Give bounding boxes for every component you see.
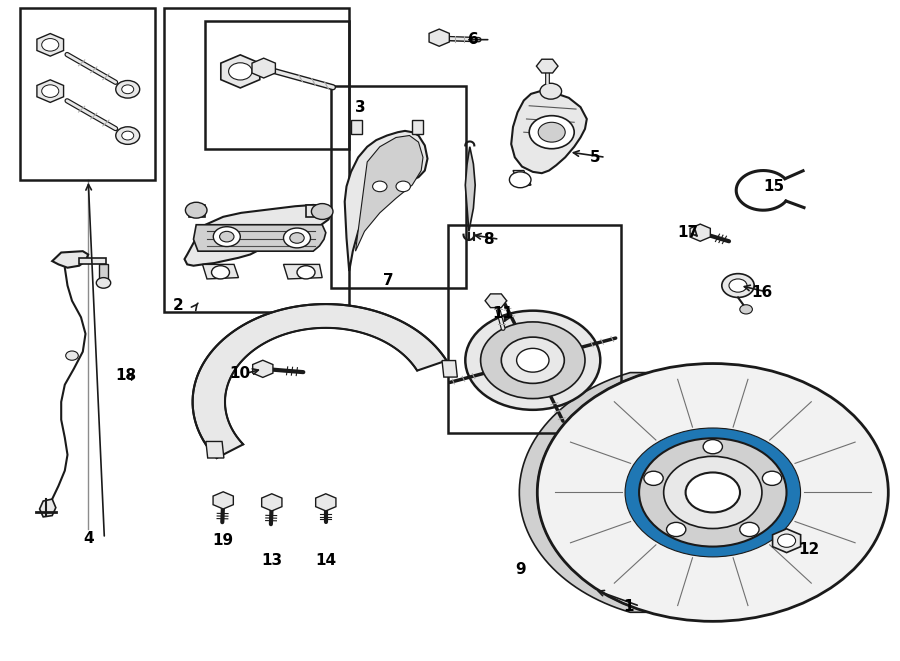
Polygon shape bbox=[356, 136, 423, 251]
Circle shape bbox=[517, 348, 549, 372]
Polygon shape bbox=[306, 205, 324, 217]
Bar bbox=[331, 86, 466, 288]
Text: 17: 17 bbox=[678, 225, 698, 240]
Circle shape bbox=[686, 473, 740, 512]
Text: 18: 18 bbox=[115, 368, 136, 383]
Polygon shape bbox=[37, 80, 64, 102]
Circle shape bbox=[41, 38, 58, 51]
Polygon shape bbox=[220, 55, 260, 88]
Polygon shape bbox=[536, 59, 558, 73]
Bar bbox=[205, 21, 349, 149]
Circle shape bbox=[644, 471, 663, 485]
Circle shape bbox=[220, 231, 234, 242]
Circle shape bbox=[529, 116, 574, 149]
Polygon shape bbox=[99, 264, 108, 281]
Circle shape bbox=[122, 131, 134, 140]
Text: 9: 9 bbox=[515, 563, 526, 577]
Polygon shape bbox=[442, 360, 457, 377]
Text: 1: 1 bbox=[624, 599, 634, 613]
Circle shape bbox=[116, 127, 140, 144]
Polygon shape bbox=[316, 494, 336, 511]
Circle shape bbox=[96, 278, 111, 288]
Polygon shape bbox=[184, 205, 331, 266]
Text: 10: 10 bbox=[230, 366, 250, 381]
Circle shape bbox=[297, 266, 315, 279]
Circle shape bbox=[740, 522, 759, 537]
Polygon shape bbox=[262, 494, 282, 511]
Text: 19: 19 bbox=[212, 533, 234, 548]
Circle shape bbox=[122, 85, 134, 94]
Polygon shape bbox=[412, 120, 423, 134]
Polygon shape bbox=[193, 304, 446, 458]
Polygon shape bbox=[429, 29, 449, 46]
Text: 16: 16 bbox=[752, 285, 773, 299]
Bar bbox=[20, 8, 155, 180]
Circle shape bbox=[639, 438, 787, 547]
Text: 11: 11 bbox=[492, 307, 513, 321]
Circle shape bbox=[538, 122, 565, 142]
Text: 4: 4 bbox=[83, 531, 94, 546]
Circle shape bbox=[740, 305, 752, 314]
Text: 13: 13 bbox=[261, 553, 283, 568]
Polygon shape bbox=[213, 492, 233, 509]
Polygon shape bbox=[40, 499, 56, 517]
Polygon shape bbox=[485, 294, 507, 307]
Circle shape bbox=[373, 181, 387, 192]
Circle shape bbox=[213, 227, 240, 247]
Bar bbox=[448, 225, 621, 433]
Circle shape bbox=[540, 83, 562, 99]
Polygon shape bbox=[37, 34, 64, 56]
Text: 6: 6 bbox=[468, 32, 479, 47]
Polygon shape bbox=[202, 264, 238, 279]
Text: 3: 3 bbox=[356, 100, 366, 114]
Polygon shape bbox=[189, 205, 205, 217]
Polygon shape bbox=[351, 120, 362, 134]
Polygon shape bbox=[79, 258, 106, 264]
Circle shape bbox=[537, 364, 888, 621]
Circle shape bbox=[778, 534, 796, 547]
Circle shape bbox=[626, 428, 801, 557]
Circle shape bbox=[663, 456, 762, 529]
Bar bbox=[164, 8, 349, 312]
Polygon shape bbox=[690, 224, 710, 241]
Circle shape bbox=[762, 471, 782, 485]
Polygon shape bbox=[284, 264, 322, 279]
Polygon shape bbox=[194, 225, 326, 251]
Text: 15: 15 bbox=[763, 179, 784, 194]
Circle shape bbox=[116, 81, 140, 98]
Circle shape bbox=[729, 279, 747, 292]
Circle shape bbox=[185, 202, 207, 218]
Polygon shape bbox=[206, 442, 224, 458]
Circle shape bbox=[396, 181, 410, 192]
Circle shape bbox=[311, 204, 333, 219]
Circle shape bbox=[501, 337, 564, 383]
Circle shape bbox=[703, 440, 723, 453]
Polygon shape bbox=[772, 529, 801, 553]
Polygon shape bbox=[511, 91, 587, 173]
Circle shape bbox=[229, 63, 252, 80]
Polygon shape bbox=[252, 58, 275, 78]
Text: 5: 5 bbox=[590, 150, 600, 165]
Polygon shape bbox=[52, 251, 88, 268]
Polygon shape bbox=[253, 360, 273, 377]
Text: 7: 7 bbox=[383, 274, 394, 288]
Circle shape bbox=[284, 228, 310, 248]
Polygon shape bbox=[465, 147, 475, 231]
Polygon shape bbox=[513, 171, 531, 186]
Polygon shape bbox=[519, 373, 648, 612]
Text: 12: 12 bbox=[798, 543, 820, 557]
Circle shape bbox=[509, 172, 531, 188]
Circle shape bbox=[465, 311, 600, 410]
Circle shape bbox=[212, 266, 230, 279]
Text: 2: 2 bbox=[173, 298, 184, 313]
Circle shape bbox=[290, 233, 304, 243]
Circle shape bbox=[66, 351, 78, 360]
Circle shape bbox=[722, 274, 754, 297]
Circle shape bbox=[481, 322, 585, 399]
Polygon shape bbox=[345, 131, 427, 271]
Circle shape bbox=[41, 85, 58, 97]
Circle shape bbox=[667, 522, 686, 537]
Text: 8: 8 bbox=[483, 232, 494, 247]
Text: 14: 14 bbox=[315, 553, 337, 568]
